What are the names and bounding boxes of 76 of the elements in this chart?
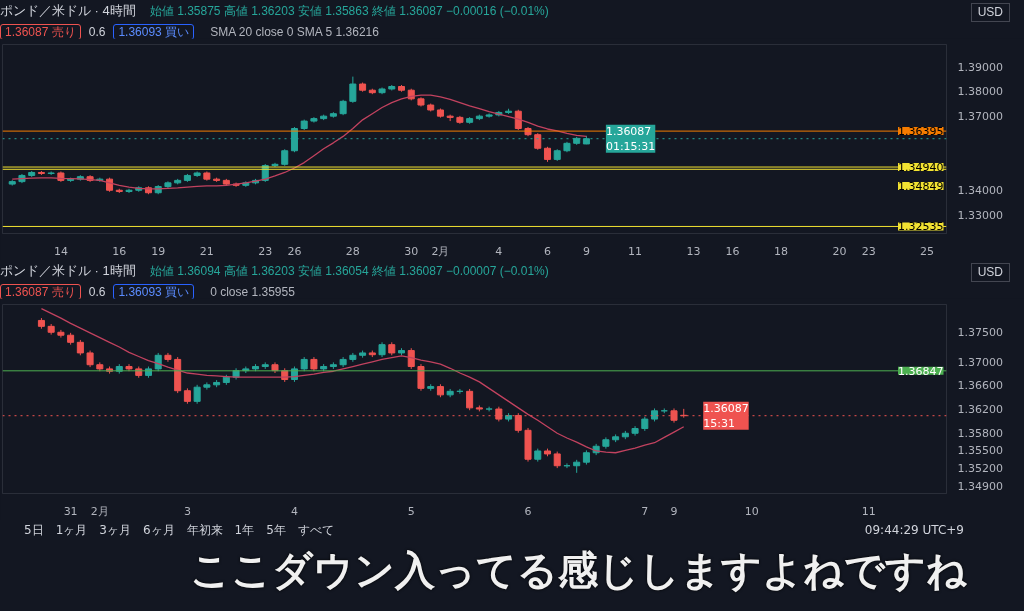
y-tick-label: 1.36200 <box>957 403 1003 417</box>
x-tick-label: 9 <box>582 244 590 258</box>
ref-line-label: 1.36847 <box>898 364 944 378</box>
legend-label: 1.34849 <box>898 180 944 194</box>
x-tick-label: 10 <box>744 504 759 518</box>
candlestick <box>203 381 211 391</box>
y-tick-label: 1.38000 <box>957 85 1003 99</box>
y-tick-label: 1.37500 <box>957 326 1003 340</box>
y-tick-label: 1.34900 <box>957 479 1003 493</box>
ref-line-label: 1.36395 <box>898 125 944 139</box>
text: 0 close 1.35955 <box>210 284 295 299</box>
text: 1.36087 売り <box>0 283 81 300</box>
candlestick <box>417 363 425 392</box>
text: ここダウン入ってる感じしますよねですね <box>190 546 967 595</box>
line-series <box>11 94 588 190</box>
y-tick-label: 1.34000 <box>957 184 1003 198</box>
x-tick-label: 11 <box>861 504 876 518</box>
x-tick-label: 23 <box>258 244 273 258</box>
x-tick-label: 14 <box>53 244 68 258</box>
y-tick-label: 1.35800 <box>957 426 1003 440</box>
x-tick-label: 19 <box>151 244 166 258</box>
x-tick-label: 16 <box>112 244 127 258</box>
x-tick-label: 4 <box>495 244 503 258</box>
candlestick <box>57 329 65 339</box>
y-tick-label: 1.33000 <box>957 208 1003 222</box>
y-tick-label: 1.35500 <box>957 444 1003 458</box>
x-tick-label: 20 <box>832 244 847 258</box>
chart-subtitle: 始値 1.36094 高値 1.36203 安値 1.36054 終値 1.36087 −0.00007 (−0.01%) <box>149 264 549 278</box>
candlestick <box>125 188 133 194</box>
text: 0.6 <box>88 284 106 299</box>
ref-line-label: 1.36087 01:15:31 <box>605 124 656 153</box>
x-tick-label: 7 <box>641 504 649 518</box>
y-tick-label: 1.36600 <box>957 379 1003 393</box>
x-tick-label: 31 <box>63 504 78 518</box>
line-series <box>40 307 685 454</box>
ref-line-label: 1.34940 <box>898 161 944 175</box>
text: USD <box>970 263 1010 283</box>
candlestick <box>193 384 201 405</box>
text: SMA 20 close 0 SMA 5 1.36216 <box>210 24 379 39</box>
chart-title: ポンド／米ドル · 1時間 <box>0 263 136 278</box>
x-tick-label: 13 <box>686 244 701 258</box>
x-tick-label: 25 <box>920 244 935 258</box>
x-tick-label: 6 <box>524 504 532 518</box>
y-tick-label: 1.37000 <box>957 355 1003 369</box>
chart-title: ポンド／米ドル · 4時間 <box>0 3 136 18</box>
x-tick-label: 4 <box>290 504 298 518</box>
text: 1.36093 買い <box>113 283 195 300</box>
y-tick-label: 1.39000 <box>957 60 1003 74</box>
text: 1.36087 売り <box>0 23 81 40</box>
x-tick-label: 21 <box>199 244 214 258</box>
ref-line-label: 1.32535 <box>898 220 944 234</box>
x-tick-label: 23 <box>861 244 876 258</box>
candlestick <box>466 388 474 411</box>
x-tick-label: 30 <box>404 244 419 258</box>
x-tick-label: 28 <box>345 244 360 258</box>
text: 09:44:29 UTC+9 <box>864 522 964 539</box>
y-tick-label: 1.37000 <box>957 110 1003 124</box>
x-tick-label: 5 <box>407 504 415 518</box>
candlestick <box>349 76 357 104</box>
text: USD <box>970 3 1010 23</box>
ref-line-label: 1.36087 15:31 <box>703 401 749 430</box>
chart-subtitle: 始値 1.35875 高値 1.36203 安値 1.35863 終値 1.36087 −0.00016 (−0.01%) <box>149 4 549 18</box>
x-tick-label: 3 <box>183 504 191 518</box>
x-tick-label: 2月 <box>431 244 450 258</box>
text: 5日 1ヶ月 3ヶ月 6ヶ月 年初来 1年 5年 すべて <box>24 522 334 539</box>
x-tick-label: 2月 <box>90 504 109 518</box>
x-tick-label: 18 <box>774 244 789 258</box>
x-tick-label: 9 <box>670 504 678 518</box>
x-tick-label: 11 <box>628 244 643 258</box>
candlestick <box>485 112 493 119</box>
text: 1.36093 買い <box>113 23 195 40</box>
x-tick-label: 6 <box>543 244 551 258</box>
x-tick-label: 26 <box>287 244 302 258</box>
text: 0.6 <box>88 24 106 39</box>
y-tick-label: 1.35200 <box>957 462 1003 476</box>
x-tick-label: 16 <box>725 244 740 258</box>
